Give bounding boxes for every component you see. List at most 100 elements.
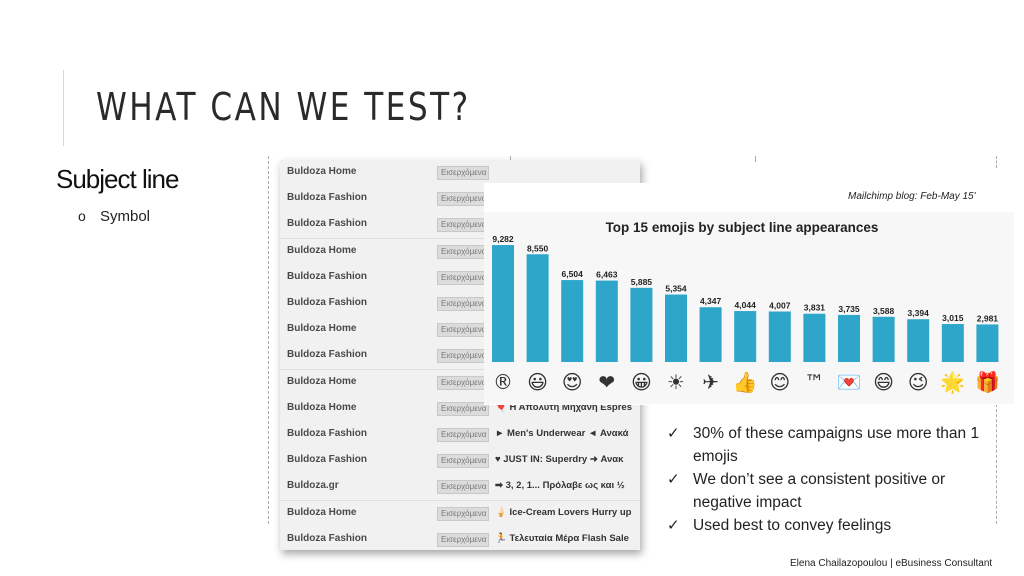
bar-value-label: 2,981 [977, 313, 999, 323]
category-emoji-label: 😀 [631, 370, 652, 394]
bar-value-label: 6,463 [596, 270, 618, 280]
bar [976, 324, 999, 362]
footer-credit: Elena Chailazopoulou | eBusiness Consult… [790, 558, 993, 569]
bar-value-label: 3,831 [804, 303, 826, 313]
inbox-folder-tag: Εισερχόμενα [437, 401, 489, 416]
inbox-subject: ➡ 3, 2, 1... Πρόλαβε ως και ½ [495, 480, 625, 492]
frame-guide-left [268, 156, 269, 524]
chart-source: Mailchimp blog: Feb-May 15' [848, 191, 976, 202]
category-emoji-label: 😍 [562, 370, 583, 394]
bullet-mark: o [78, 208, 86, 224]
frame-guide-right-bottom [996, 404, 997, 524]
inbox-subject: 🏃 Τελευταία Μέρα Flash Sale [495, 532, 629, 544]
finding-item: ✓ 30% of these campaigns use more than 1 … [667, 422, 1007, 468]
inbox-folder-tag: Εισερχόμενα [437, 454, 489, 469]
inbox-subject: 🎈 Η Απόλυτη Μηχανή Espres [495, 401, 632, 413]
category-emoji-label: 😉 [908, 370, 929, 394]
bar-value-label: 3,588 [873, 306, 895, 316]
inbox-row[interactable]: Buldoza Home Εισερχόμενα [280, 160, 640, 187]
inbox-folder-tag: Εισερχόμενα [437, 166, 489, 180]
inbox-sender: Buldoza Fashion [287, 428, 367, 439]
category-emoji-label: ® [493, 370, 513, 394]
bar [526, 254, 549, 362]
inbox-screenshot: Buldoza Home Εισερχόμενα Buldoza Fashion Ει… [280, 160, 640, 550]
inbox-sender: Buldoza Home [287, 244, 357, 256]
inbox-sender: Buldoza Home [287, 401, 357, 413]
inbox-row[interactable]: Buldoza.gr Εισερχόμενα ➡ 3, 2, 1... Πρόλαβ… [280, 474, 640, 502]
inbox-folder-tag: Εισερχόμενα [437, 428, 489, 442]
category-emoji-label: ❤ [598, 370, 615, 394]
inbox-folder-tag: Εισερχόμενα [437, 297, 489, 311]
bar [492, 245, 514, 362]
category-emoji-label: 😄 [873, 370, 894, 394]
inbox-sender: Buldoza Fashion [287, 218, 367, 230]
inbox-sender: Buldoza Home [287, 323, 357, 335]
bar [907, 319, 930, 362]
bar [734, 311, 757, 362]
check-icon: ✓ [667, 471, 680, 488]
findings-list: ✓ 30% of these campaigns use more than 1 … [667, 422, 1007, 537]
frame-guide-right-top [996, 156, 997, 168]
finding-text: We don’t see a consistent positive or ne… [693, 471, 946, 511]
bar [768, 311, 791, 362]
check-icon: ✓ [667, 517, 680, 534]
inbox-row[interactable]: Buldoza Fashion Εισερχόμενα ♥ JUST IN: Sup… [280, 448, 640, 476]
inbox-folder-tag: Εισερχόμενα [437, 323, 489, 338]
bar-value-label: 3,735 [838, 304, 860, 314]
bar [941, 324, 964, 362]
inbox-sender: Buldoza Fashion [287, 532, 367, 544]
bar-value-label: 9,282 [492, 234, 514, 244]
inbox-folder-tag: Εισερχόμενα [437, 375, 489, 390]
inbox-sender: Buldoza Fashion [287, 270, 367, 282]
bar [665, 294, 687, 362]
bar-value-label: 3,015 [942, 313, 964, 323]
bar-value-label: 4,007 [769, 301, 791, 311]
inbox-row[interactable]: Buldoza Fashion Εισερχόμενα ► Men's Underw… [280, 422, 640, 449]
category-emoji-label: ✈ [702, 370, 719, 394]
inbox-folder-tag: Εισερχόμενα [437, 480, 489, 495]
inbox-subject: ► Men's Underwear ◄ Ανακά [495, 428, 629, 439]
category-emoji-label: 😃 [527, 370, 548, 394]
bar-value-label: 5,354 [665, 284, 687, 294]
bar-value-label: 6,504 [562, 269, 584, 279]
inbox-sender: Buldoza Fashion [287, 297, 367, 308]
frame-guide-tick [755, 156, 756, 162]
bar [872, 316, 895, 362]
category-emoji-label: 🌟 [940, 370, 965, 394]
bar [803, 313, 826, 362]
inbox-sender: Buldoza Home [287, 375, 357, 387]
check-icon: ✓ [667, 425, 680, 442]
inbox-sender: Buldoza Fashion [287, 349, 367, 361]
emoji-bar-chart: Top 15 emojis by subject line appearance… [492, 220, 1000, 394]
inbox-folder-tag: Εισερχόμενα [437, 244, 489, 259]
section-subtitle: Subject line [56, 164, 179, 194]
bar-value-label: 3,394 [908, 308, 930, 318]
finding-item: ✓ We don’t see a consistent positive or n… [667, 468, 1007, 514]
bar [595, 280, 618, 362]
bar [838, 314, 860, 362]
category-emoji-label: ☀ [667, 370, 685, 394]
bar [561, 280, 584, 362]
title-rule [63, 70, 64, 146]
bar-value-label: 8,550 [527, 243, 549, 253]
finding-item: ✓ Used best to convey feelings [667, 514, 1007, 537]
slide-title: WHAT CAN WE TEST? [96, 85, 471, 129]
bar [699, 307, 722, 362]
chart-title: Top 15 emojis by subject line appearance… [606, 220, 879, 235]
inbox-sender: Buldoza Home [287, 506, 357, 518]
bullet-item: o Symbol [78, 208, 150, 225]
finding-text: Used best to convey feelings [693, 517, 892, 534]
inbox-row[interactable]: Buldoza Home Εισερχόμενα 🍦 Ice-Cream Lover… [280, 500, 640, 528]
bars-group: 9,282 ® 8,550 😃 6,504 😍 6,463 ❤ 5,885 😀 5,354 ☀ 4,34… [492, 234, 1000, 394]
frame-guide-tick [510, 156, 511, 162]
bar-value-label: 4,044 [735, 300, 757, 310]
inbox-row[interactable]: Buldoza Fashion Εισερχόμενα 🏃 Τελευταία Μέ… [280, 526, 640, 550]
finding-text: 30% of these campaigns use more than 1 e… [693, 425, 980, 465]
inbox-folder-tag: Εισερχόμενα [437, 349, 489, 364]
category-emoji-label: 🎁 [975, 370, 1000, 394]
category-emoji-label: 💌 [837, 370, 862, 394]
inbox-folder-tag: Εισερχόμενα [437, 218, 489, 233]
inbox-folder-tag: Εισερχόμενα [437, 506, 489, 521]
bar-value-label: 5,885 [631, 277, 653, 287]
inbox-sender: Buldoza Fashion [287, 454, 367, 466]
